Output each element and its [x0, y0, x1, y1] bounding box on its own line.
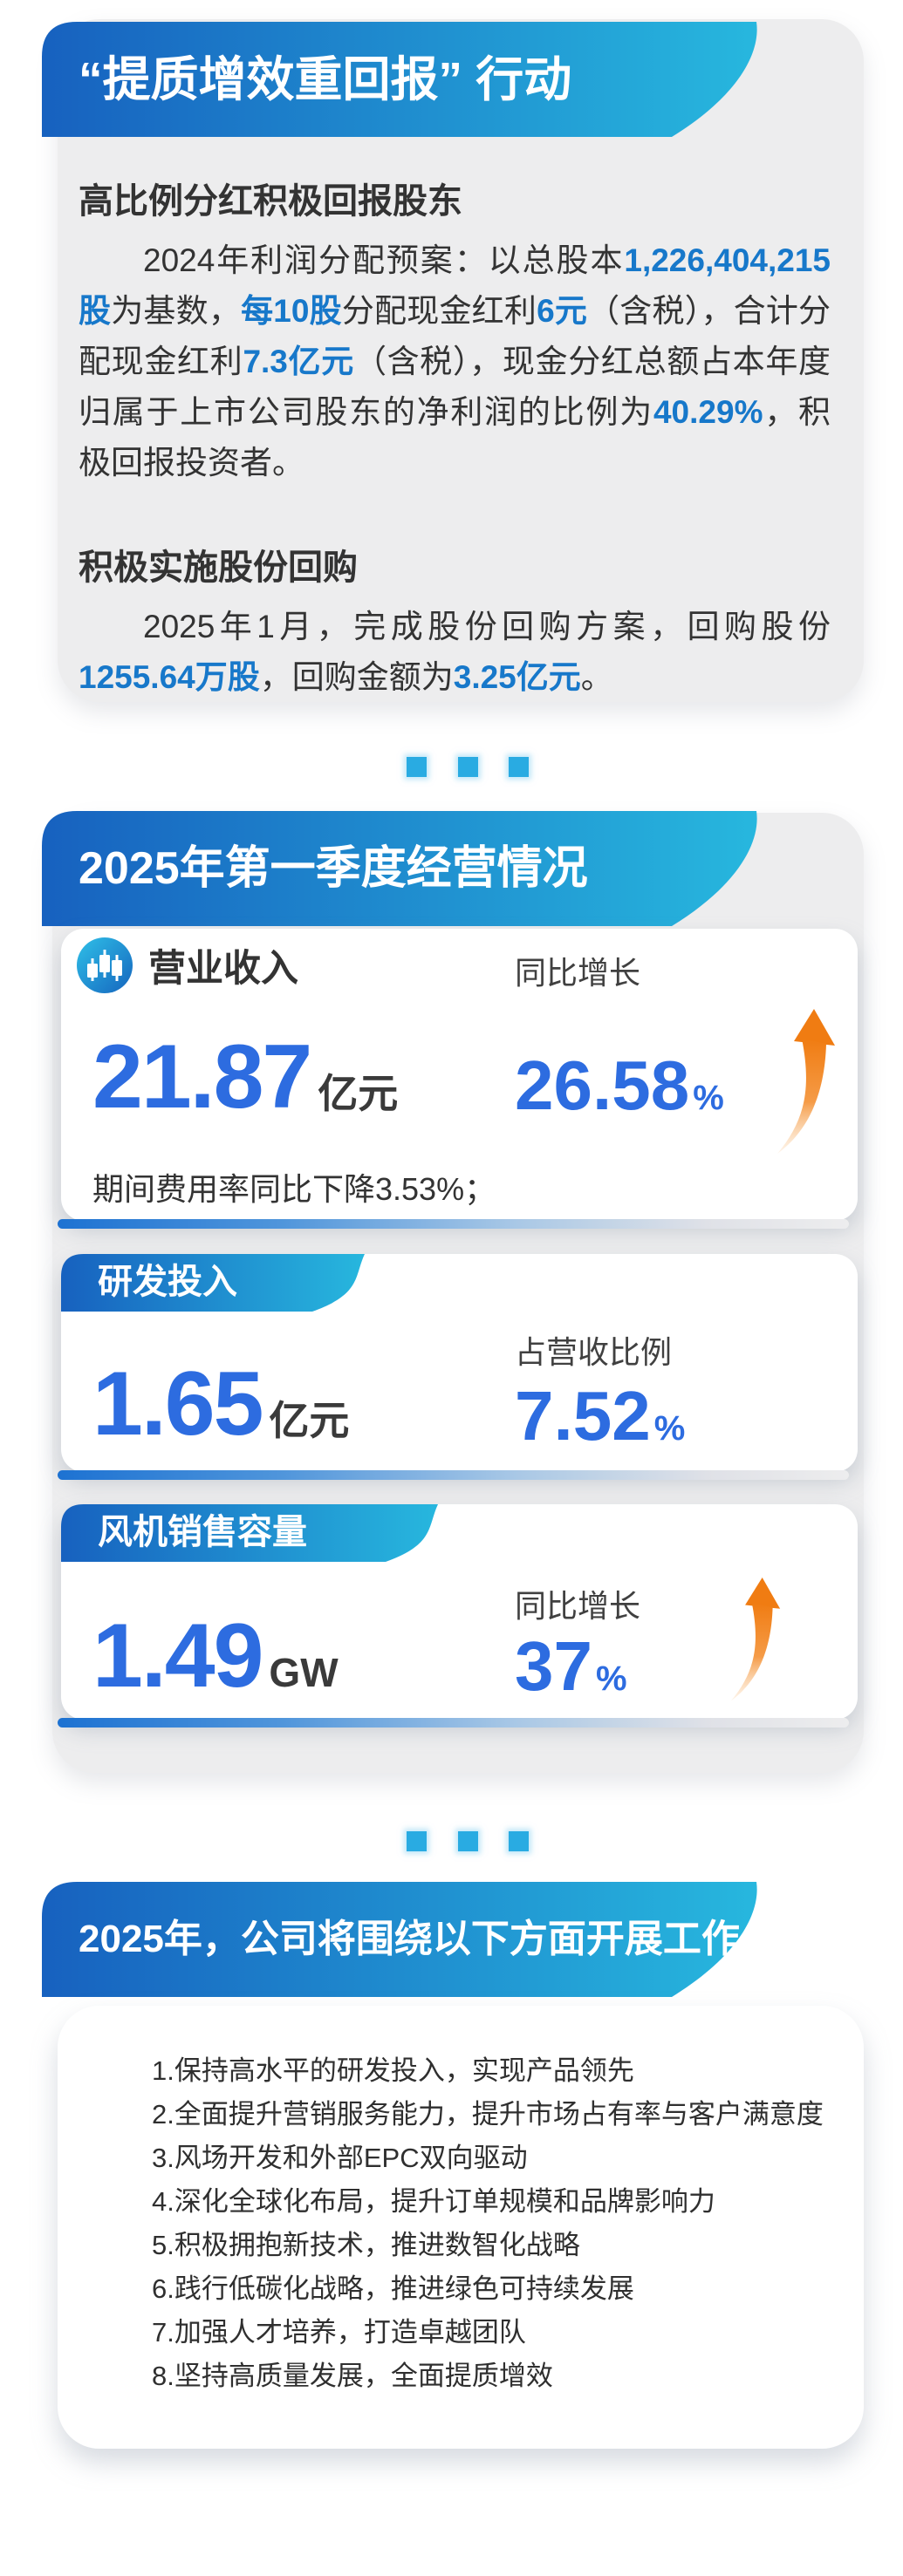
revenue-card: 营业收入 同比增长 21.87 亿元 26.58 % 期间费用率同比下降3.53… [58, 929, 858, 1229]
paragraph-text: 为基数， [111, 293, 242, 329]
dot-icon [509, 1831, 529, 1851]
revenue-card-header: 营业收入 [77, 937, 298, 993]
highlighted-figure: 每10股 [241, 293, 342, 329]
paragraph-text: ，积极回报投资者。 [79, 394, 831, 480]
revenue-growth-label: 同比增长 [515, 955, 641, 991]
card-accent-line [58, 1718, 849, 1728]
plan-item: 7.加强人才培养，打造卓越团队 [152, 2317, 526, 2348]
work-plan-card: 1.保持高水平的研发投入，实现产品领先 2.全面提升营销服务能力，提升市场占有率与… [58, 2006, 864, 2449]
dividend-block: 高比例分红积极回报股东 2024年利润分配预案：以总股本1,226,404,21… [79, 173, 831, 488]
turbine-growth-number: 37 [515, 1627, 592, 1705]
card-accent-line [58, 1470, 849, 1480]
turbine-ribbon-label: 风机销售容量 [98, 1513, 307, 1551]
turbine-growth-value: 37 % [515, 1632, 627, 1701]
up-arrow-icon [777, 1009, 835, 1154]
turbine-amount: 1.49 [92, 1605, 263, 1707]
plan-item: 2.全面提升营销服务能力，提升市场占有率与客户满意度 [152, 2099, 824, 2130]
dot-icon [509, 757, 529, 777]
turbine-growth-label: 同比增长 [515, 1588, 641, 1624]
rnd-ribbon: 研发投入 [61, 1254, 365, 1312]
section3-banner-title: 2025年，公司将围绕以下方面开展工作: [79, 1918, 753, 1960]
rnd-ratio-percent-sign: % [653, 1409, 686, 1448]
revenue-growth-value: 26.58 % [515, 1051, 724, 1121]
section1-content: 高比例分红积极回报股东 2024年利润分配预案：以总股本1,226,404,21… [79, 173, 831, 703]
paragraph-text: （含税），合计分配现金红利 [79, 293, 831, 379]
revenue-growth-percent-sign: % [693, 1079, 724, 1117]
separator-dots-icon [407, 1831, 529, 1852]
highlighted-figure: 3.25亿元 [453, 659, 581, 695]
paragraph-text: 分配现金红利 [341, 293, 537, 329]
revenue-value: 21.87 亿元 [92, 1032, 398, 1122]
bar-chart-icon [77, 937, 133, 993]
dot-icon [457, 757, 478, 777]
buyback-block: 积极实施股份回购 2025年1月，完成股份回购方案，回购股份 1255.64万股，… [79, 539, 831, 703]
highlighted-figure: 1,226,404,215股 [79, 242, 831, 329]
expense-ratio-note: 期间费用率同比下降3.53%； [92, 1171, 496, 1207]
section1-banner-title: “提质增效重回报” 行动 [79, 52, 572, 106]
dividend-paragraph: 2024年利润分配预案：以总股本1,226,404,215股为基数，每10股分配… [79, 235, 831, 488]
plan-item: 1.保持高水平的研发投入，实现产品领先 [152, 2055, 634, 2086]
buyback-paragraph: 2025年1月，完成股份回购方案，回购股份 1255.64万股，回购金额为3.25… [79, 602, 831, 703]
banner-swoosh-shape [42, 1882, 757, 1997]
separator-dots-icon [407, 757, 529, 778]
rnd-ratio-label: 占营收比例 [515, 1334, 673, 1370]
plan-item: 3.风场开发和外部EPC双向驱动 [152, 2143, 528, 2173]
section3-banner: 2025年，公司将围绕以下方面开展工作: [42, 1882, 759, 1997]
card-accent-line [58, 1219, 849, 1229]
paragraph-text: 。 [580, 659, 613, 695]
turbine-value: 1.49 GW [92, 1611, 339, 1701]
turbine-unit: GW [269, 1650, 339, 1695]
paragraph-text: ，回购金额为 [259, 659, 454, 695]
dot-icon [457, 1831, 478, 1851]
rnd-ratio-number: 7.52 [515, 1377, 651, 1455]
banner-swoosh-shape [42, 811, 757, 926]
dot-icon [407, 1831, 427, 1851]
plan-item: 4.深化全球化布局，提升订单规模和品牌影响力 [152, 2186, 715, 2217]
work-plan-list: 1.保持高水平的研发投入，实现产品领先 2.全面提升营销服务能力，提升市场占有率与… [58, 2006, 864, 2398]
rnd-card: 研发投入 占营收比例 1.65 亿元 7.52 % [58, 1254, 858, 1480]
revenue-card-label: 营业收入 [148, 948, 298, 990]
plan-item: 8.坚持高质量发展，全面提质增效 [152, 2361, 553, 2391]
paragraph-text: 2025年1月，完成股份回购方案，回购股份 [143, 609, 831, 644]
turbine-ribbon: 风机销售容量 [61, 1504, 438, 1562]
turbine-sales-card: 风机销售容量 同比增长 1.49 GW 37 % [58, 1504, 858, 1728]
rnd-ribbon-label: 研发投入 [98, 1263, 237, 1301]
highlighted-figure: 1255.64万股 [79, 659, 260, 695]
rnd-value: 1.65 亿元 [92, 1359, 349, 1449]
up-arrow-icon [730, 1578, 781, 1701]
revenue-growth-number: 26.58 [515, 1046, 690, 1124]
revenue-unit: 亿元 [318, 1071, 399, 1116]
plan-item: 5.积极拥抱新技术，推进数智化战略 [152, 2230, 580, 2260]
section1-banner: “提质增效重回报” 行动 [42, 22, 759, 137]
plan-item: 6.践行低碳化战略，推进绿色可持续发展 [152, 2273, 634, 2304]
highlighted-figure: 7.3亿元 [243, 344, 354, 379]
paragraph-text: 2024年利润分配预案：以总股本 [143, 242, 625, 278]
highlighted-figure: 6元 [537, 293, 588, 329]
section2-banner-title: 2025年第一季度经营情况 [79, 843, 588, 894]
banner-swoosh-shape [42, 22, 757, 137]
highlighted-figure: 40.29% [653, 394, 763, 430]
dividend-heading: 高比例分红积极回报股东 [79, 182, 462, 221]
ribbon-shape [61, 1254, 365, 1312]
rnd-amount: 1.65 [92, 1353, 263, 1455]
rnd-ratio-value: 7.52 % [515, 1381, 685, 1451]
ribbon-shape [61, 1504, 438, 1562]
buyback-heading: 积极实施股份回购 [79, 549, 358, 587]
dot-icon [407, 757, 427, 777]
revenue-amount: 21.87 [92, 1026, 312, 1128]
rnd-unit: 亿元 [269, 1398, 350, 1443]
turbine-growth-percent-sign: % [595, 1659, 627, 1698]
section2-banner: 2025年第一季度经营情况 [42, 811, 759, 926]
paragraph-text: （含税），现金分红总额占本年度归属于上市公司股东的净利润的比例为 [79, 344, 831, 430]
